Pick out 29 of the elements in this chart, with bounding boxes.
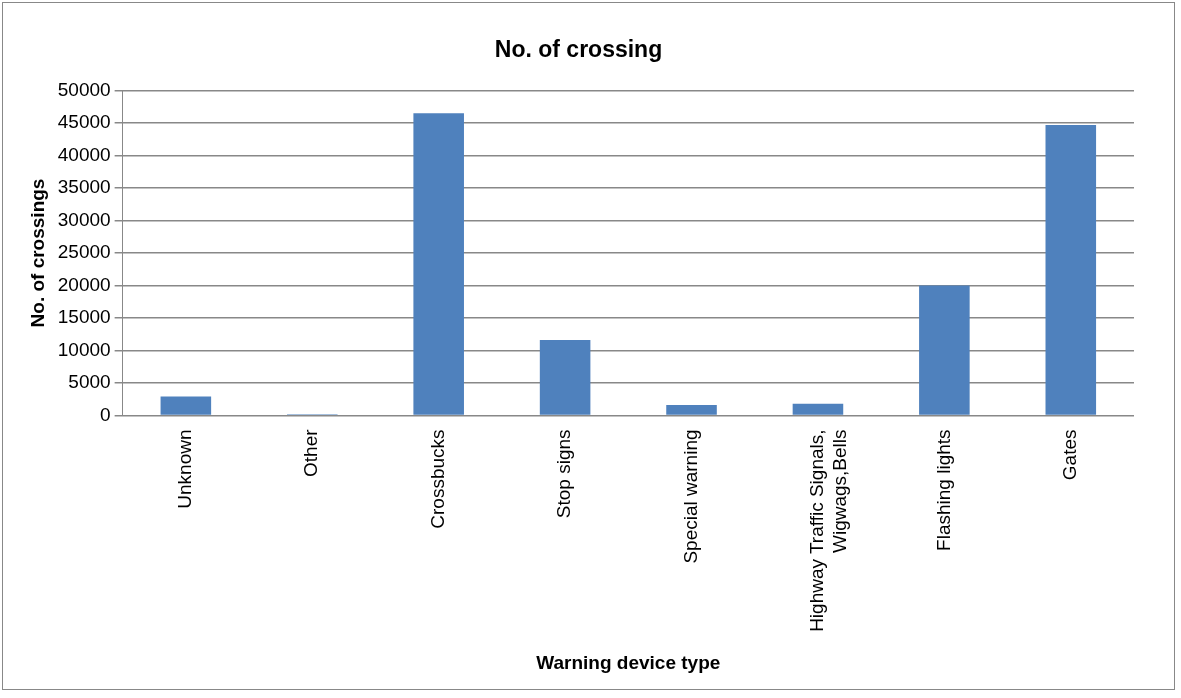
x-tick-label: Gates [1059,429,1081,481]
y-tick-label: 25000 [57,241,111,263]
y-tick-label: 45000 [57,111,111,133]
x-tick-label: Flashing lights [932,429,954,551]
x-tick-label: Crossbucks [426,429,448,529]
bar [666,405,717,415]
y-tick-label: 35000 [57,176,111,198]
y-tick-label: 15000 [57,306,111,328]
y-tick-label: 40000 [57,143,111,165]
y-tick-label: 10000 [57,338,111,360]
y-tick-label: 20000 [57,273,111,295]
bar [1045,125,1097,415]
bar [160,396,212,415]
x-tick-label: Highway Traffic Signals, Wigwags,Bells [806,429,850,632]
x-axis-title: Warning device type [536,651,721,673]
y-tick-label: 30000 [57,208,111,230]
x-tick-label: Other [300,428,322,477]
bar [413,113,464,415]
bar [792,403,844,415]
x-tick-label: Unknown [174,429,196,509]
x-tick-label: Special warning [679,429,701,564]
bar [539,340,591,415]
chart-title: No. of crossing [494,36,663,63]
x-tick-label: Stop signs [553,429,575,519]
y-tick-label: 0 [100,403,111,425]
y-axis-title: No. of crossings [26,178,48,328]
y-tick-label: 5000 [68,371,111,393]
y-tick-label: 50000 [57,78,111,100]
bar [919,285,970,415]
